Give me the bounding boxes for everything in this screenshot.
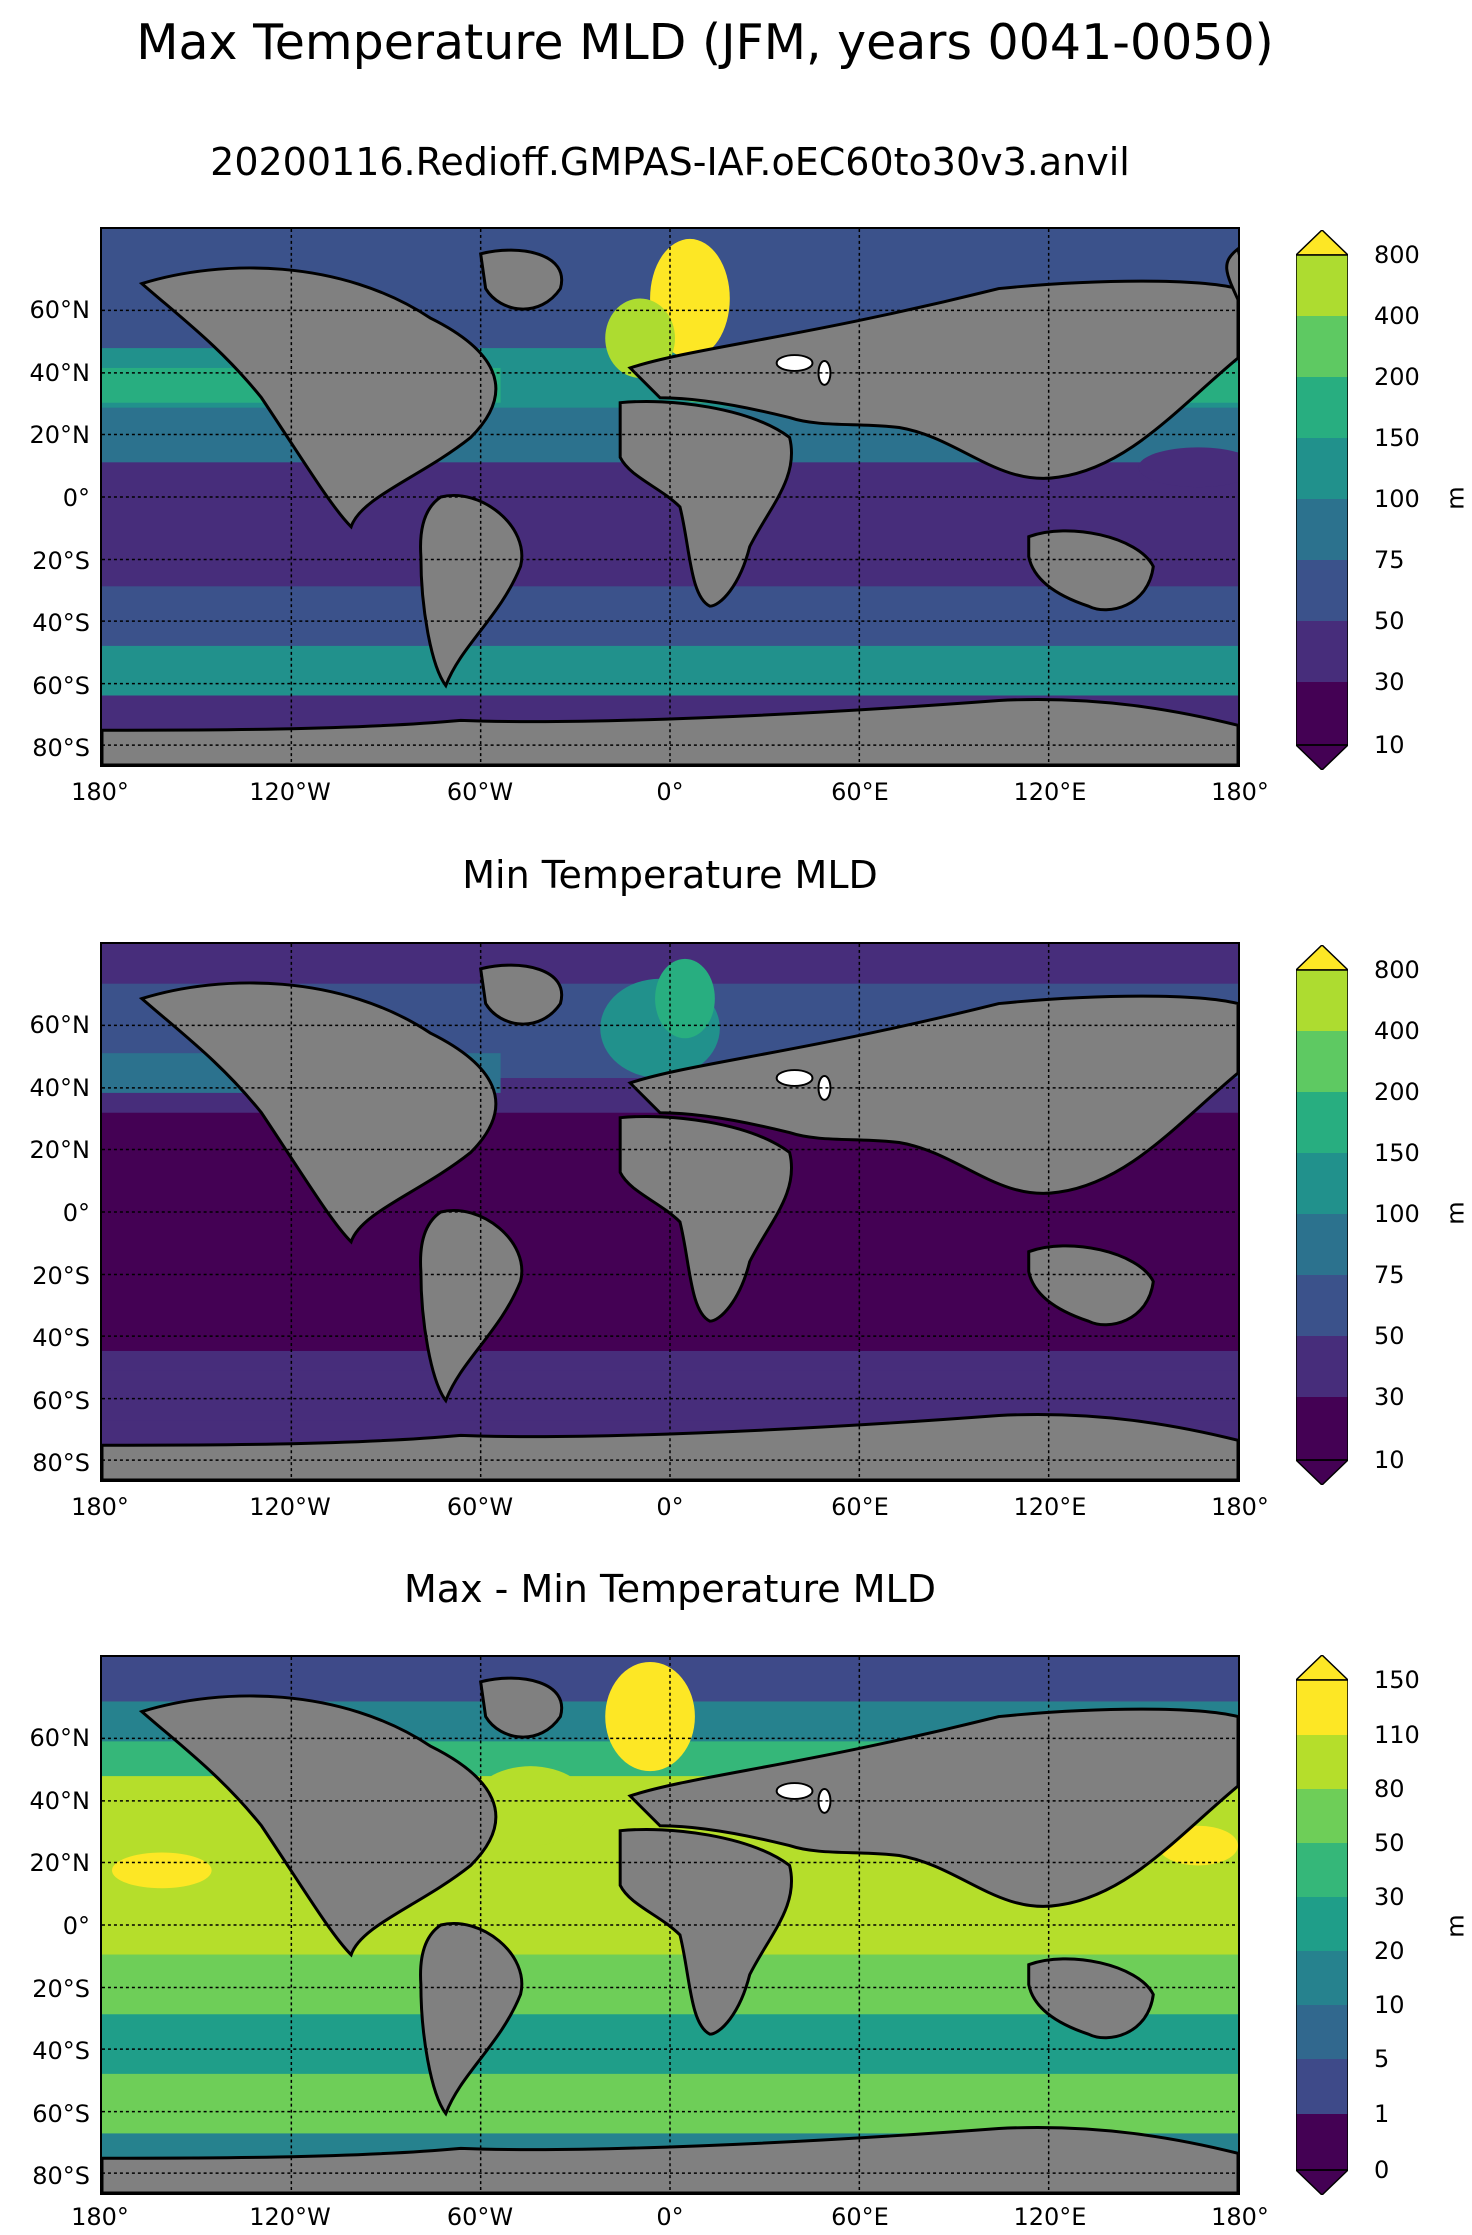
lon-label: 120°E: [1013, 2203, 1087, 2231]
map-min-mld: [100, 942, 1240, 1482]
lon-label: 180°: [1211, 2203, 1269, 2231]
panel-title-min: Min Temperature MLD: [462, 853, 878, 897]
lon-label: 120°W: [249, 778, 331, 806]
colorbar-tick: 1: [1374, 2100, 1390, 2128]
lat-label: 60°N: [29, 1724, 91, 1752]
colorbar-tick: 30: [1374, 1383, 1405, 1411]
figure-title: Max Temperature MLD (JFM, years 0041-005…: [136, 14, 1274, 71]
lat-label: 20°S: [32, 547, 90, 575]
lat-label: 0°: [62, 1199, 90, 1227]
colorbar-tick: 400: [1374, 1017, 1420, 1045]
colorbar-tick: 800: [1374, 956, 1420, 984]
lon-label: 60°W: [446, 2203, 514, 2231]
lat-label: 60°S: [32, 1387, 90, 1415]
colorbar-unit: m: [1441, 486, 1470, 510]
map-diff-mld: [100, 1655, 1240, 2195]
colorbar-tick: 50: [1374, 607, 1405, 635]
lat-label: 40°S: [32, 1324, 90, 1352]
colorbar-tick: 200: [1374, 363, 1420, 391]
lon-label: 0°: [656, 1493, 684, 1521]
lat-label: 80°S: [32, 2162, 90, 2190]
colorbar-tick: 200: [1374, 1078, 1420, 1106]
lon-label: 120°W: [249, 2203, 331, 2231]
lon-label: 60°E: [831, 778, 889, 806]
lat-label: 20°N: [29, 1136, 91, 1164]
lat-label: 20°N: [29, 421, 91, 449]
colorbar-tick: 20: [1374, 1937, 1405, 1965]
lat-label: 60°S: [32, 2100, 90, 2128]
lat-label: 40°S: [32, 609, 90, 637]
lat-label: 40°N: [29, 1787, 91, 1815]
colorbar-tick: 10: [1374, 1991, 1405, 2019]
lon-label: 60°W: [446, 1493, 514, 1521]
lat-label: 80°S: [32, 1449, 90, 1477]
lon-label: 60°E: [831, 1493, 889, 1521]
lon-label: 120°E: [1013, 778, 1087, 806]
lat-label: 80°S: [32, 734, 90, 762]
colorbar-min: [1296, 945, 1348, 1485]
colorbar-tick: 150: [1374, 1666, 1420, 1694]
colorbar-tick: 80: [1374, 1775, 1405, 1803]
colorbar-tick: 100: [1374, 485, 1420, 513]
colorbar-unit: m: [1441, 1914, 1470, 1938]
lat-label: 40°N: [29, 359, 91, 387]
lon-label: 180°: [71, 778, 129, 806]
colorbar-unit: m: [1441, 1201, 1470, 1225]
colorbar-tick: 50: [1374, 1322, 1405, 1350]
lat-label: 60°N: [29, 296, 91, 324]
panel-title-diff: Max - Min Temperature MLD: [404, 1567, 936, 1611]
lat-label: 20°N: [29, 1849, 91, 1877]
lon-label: 180°: [1211, 1493, 1269, 1521]
lon-label: 180°: [71, 1493, 129, 1521]
colorbar-tick: 5: [1374, 2045, 1390, 2073]
lon-label: 0°: [656, 2203, 684, 2231]
lon-label: 180°: [1211, 778, 1269, 806]
colorbar-tick: 30: [1374, 1883, 1405, 1911]
lat-label: 0°: [62, 484, 90, 512]
colorbar-tick: 0: [1374, 2156, 1390, 2184]
lat-label: 20°S: [32, 1975, 90, 2003]
lon-label: 0°: [656, 778, 684, 806]
panel-title-max: 20200116.Redioff.GMPAS-IAF.oEC60to30v3.a…: [210, 140, 1130, 184]
lat-label: 20°S: [32, 1262, 90, 1290]
colorbar-tick: 10: [1374, 1446, 1405, 1474]
colorbar-tick: 800: [1374, 241, 1420, 269]
colorbar-diff: [1296, 1655, 1348, 2195]
lon-label: 180°: [71, 2203, 129, 2231]
lon-label: 120°W: [249, 1493, 331, 1521]
lon-label: 60°E: [831, 2203, 889, 2231]
colorbar-tick: 75: [1374, 1261, 1405, 1289]
lon-label: 60°W: [446, 778, 514, 806]
lon-label: 120°E: [1013, 1493, 1087, 1521]
colorbar-tick: 100: [1374, 1200, 1420, 1228]
lat-label: 0°: [62, 1912, 90, 1940]
lat-label: 60°S: [32, 672, 90, 700]
colorbar-tick: 150: [1374, 424, 1420, 452]
lat-label: 60°N: [29, 1011, 91, 1039]
colorbar-tick: 150: [1374, 1139, 1420, 1167]
map-max-mld: [100, 227, 1240, 767]
colorbar-tick: 10: [1374, 731, 1405, 759]
lat-label: 40°S: [32, 2037, 90, 2065]
colorbar-tick: 50: [1374, 1829, 1405, 1857]
colorbar-tick: 30: [1374, 668, 1405, 696]
colorbar-tick: 75: [1374, 546, 1405, 574]
colorbar-tick: 110: [1374, 1721, 1420, 1749]
colorbar-max: [1296, 230, 1348, 770]
lat-label: 40°N: [29, 1074, 91, 1102]
colorbar-tick: 400: [1374, 302, 1420, 330]
